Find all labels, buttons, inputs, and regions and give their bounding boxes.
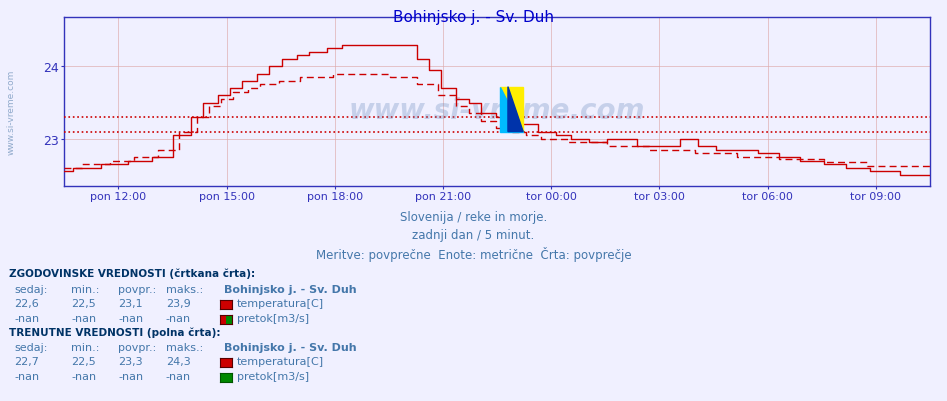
Text: -nan: -nan bbox=[71, 371, 97, 381]
Text: sedaj:: sedaj: bbox=[14, 342, 47, 352]
Text: temperatura[C]: temperatura[C] bbox=[237, 298, 324, 308]
Text: Bohinjsko j. - Sv. Duh: Bohinjsko j. - Sv. Duh bbox=[393, 10, 554, 25]
Text: 24,3: 24,3 bbox=[166, 356, 190, 366]
Bar bbox=[226, 315, 232, 324]
Text: Bohinjsko j. - Sv. Duh: Bohinjsko j. - Sv. Duh bbox=[224, 342, 357, 352]
Text: Slovenija / reke in morje.: Slovenija / reke in morje. bbox=[400, 211, 547, 223]
Text: Bohinjsko j. - Sv. Duh: Bohinjsko j. - Sv. Duh bbox=[224, 284, 357, 294]
Polygon shape bbox=[508, 87, 523, 132]
Polygon shape bbox=[500, 87, 523, 132]
Text: www.si-vreme.com: www.si-vreme.com bbox=[7, 70, 16, 155]
Text: 23,3: 23,3 bbox=[118, 356, 143, 366]
Text: 22,7: 22,7 bbox=[14, 356, 39, 366]
Text: sedaj:: sedaj: bbox=[14, 284, 47, 294]
Text: www.si-vreme.com: www.si-vreme.com bbox=[348, 97, 646, 125]
Text: -nan: -nan bbox=[166, 371, 191, 381]
Polygon shape bbox=[500, 87, 523, 132]
Text: 23,9: 23,9 bbox=[166, 298, 190, 308]
Text: -nan: -nan bbox=[71, 313, 97, 323]
Text: -nan: -nan bbox=[118, 313, 144, 323]
Text: Meritve: povprečne  Enote: metrične  Črta: povprečje: Meritve: povprečne Enote: metrične Črta:… bbox=[315, 247, 632, 261]
Text: povpr.:: povpr.: bbox=[118, 342, 156, 352]
Text: -nan: -nan bbox=[166, 313, 191, 323]
Text: TRENUTNE VREDNOSTI (polna črta):: TRENUTNE VREDNOSTI (polna črta): bbox=[9, 326, 221, 337]
Text: -nan: -nan bbox=[14, 371, 40, 381]
Text: -nan: -nan bbox=[118, 371, 144, 381]
Text: 22,5: 22,5 bbox=[71, 356, 96, 366]
Text: 22,6: 22,6 bbox=[14, 298, 39, 308]
Text: maks.:: maks.: bbox=[166, 284, 203, 294]
Text: 23,1: 23,1 bbox=[118, 298, 143, 308]
Text: temperatura[C]: temperatura[C] bbox=[237, 356, 324, 366]
Text: maks.:: maks.: bbox=[166, 342, 203, 352]
Text: min.:: min.: bbox=[71, 342, 99, 352]
Text: pretok[m3/s]: pretok[m3/s] bbox=[237, 371, 309, 381]
Text: zadnji dan / 5 minut.: zadnji dan / 5 minut. bbox=[412, 229, 535, 241]
Text: pretok[m3/s]: pretok[m3/s] bbox=[237, 313, 309, 323]
Text: 22,5: 22,5 bbox=[71, 298, 96, 308]
Text: povpr.:: povpr.: bbox=[118, 284, 156, 294]
Text: ZGODOVINSKE VREDNOSTI (črtkana črta):: ZGODOVINSKE VREDNOSTI (črtkana črta): bbox=[9, 268, 256, 279]
Text: min.:: min.: bbox=[71, 284, 99, 294]
Text: -nan: -nan bbox=[14, 313, 40, 323]
